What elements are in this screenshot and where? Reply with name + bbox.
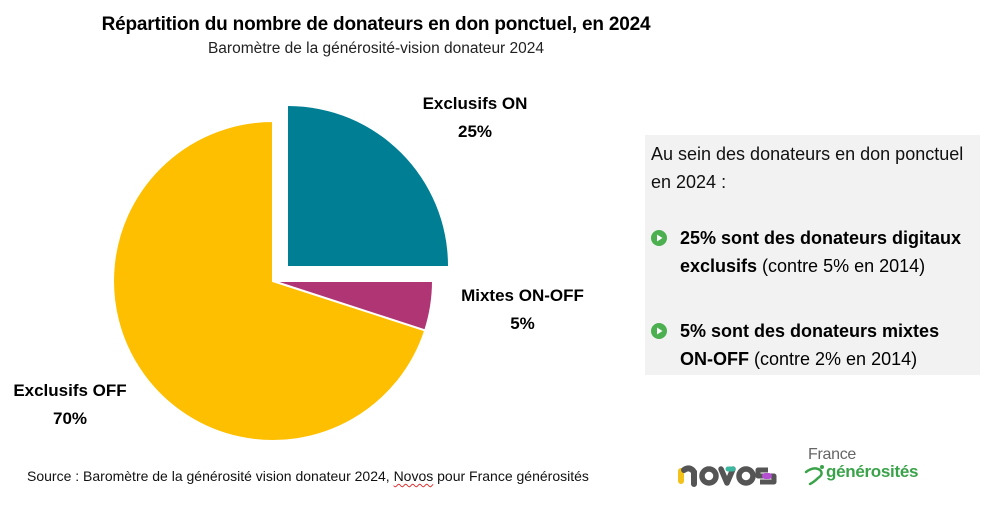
play-circle-icon [651, 230, 667, 246]
label-exclusifs-on: Exclusifs ON 25% [395, 90, 555, 146]
bullet-rest: (contre 5% en 2014) [757, 256, 926, 276]
key-facts-panel: Au sein des donateurs en don ponctuel en… [645, 135, 980, 375]
label-pct: 5% [510, 314, 535, 333]
chart-subtitle: Baromètre de la générosité-vision donate… [207, 40, 545, 57]
figure-icon [804, 465, 824, 486]
source-prefix: Source : Baromètre de la générosité visi… [27, 468, 394, 484]
label-name: Exclusifs OFF [13, 381, 127, 400]
label-name: Exclusifs ON [422, 94, 528, 113]
label-pct: 70% [52, 409, 88, 428]
novos-logo [678, 465, 777, 487]
bullet-bold: 25% sont des donateurs digitaux exclusif… [680, 228, 962, 276]
label-mixtes: Mixtes ON-OFF 5% [440, 282, 605, 338]
source-suffix: pour France générosités [433, 468, 589, 484]
source-note: Source : Baromètre de la générosité visi… [27, 468, 589, 484]
bullet-bold: 5% sont des donateurs mixtes ON-OFF [680, 321, 940, 369]
slice-exclusifs-off [112, 119, 427, 442]
play-circle-icon [651, 323, 667, 339]
source-novos: Novos [393, 468, 434, 484]
logo-text-bottom: générosités [826, 462, 919, 481]
label-name: Mixtes ON-OFF [461, 286, 584, 305]
slice-exclusifs-on [288, 106, 448, 266]
slice-mixtes [272, 280, 435, 332]
logo-text-top: France [808, 446, 856, 463]
label-exclusifs-off: Exclusifs OFF 70% [0, 377, 140, 433]
chart-title: Répartition du nombre de donateurs en do… [101, 14, 651, 35]
label-pct: 25% [457, 122, 493, 141]
panel-intro: Au sein des donateurs en don ponctuel en… [651, 144, 964, 192]
bullet-rest: (contre 2% en 2014) [749, 349, 918, 369]
